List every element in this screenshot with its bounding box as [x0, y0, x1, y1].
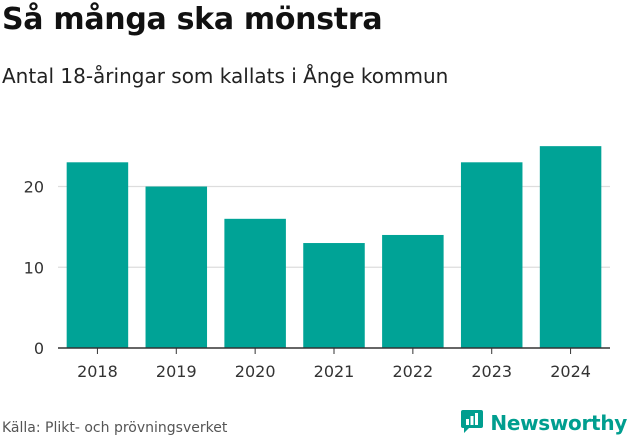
- brand-name: Newsworthy: [490, 411, 627, 435]
- chart-subtitle: Antal 18-åringar som kallats i Ånge komm…: [2, 64, 449, 88]
- y-tick-label: 0: [34, 339, 44, 358]
- x-tick-label: 2018: [77, 362, 118, 381]
- bar-chart: 0 10 20 2018 2019 2020 2021 2022 2023 2024: [24, 146, 610, 381]
- bar-2019: [145, 186, 208, 348]
- bar-2024: [539, 146, 602, 348]
- x-tick-label: 2024: [550, 362, 591, 381]
- source-note: Källa: Plikt- och prövningsverket: [2, 420, 228, 436]
- bar-2018: [66, 162, 129, 348]
- brand-logo: Newsworthy: [460, 408, 627, 438]
- bar-2022: [382, 234, 444, 348]
- bar-2021: [303, 243, 365, 348]
- y-tick-label: 20: [24, 178, 44, 197]
- bars: [66, 146, 602, 348]
- x-tick-label: 2021: [314, 362, 355, 381]
- bar-2020: [224, 218, 286, 348]
- x-tick-label: 2023: [471, 362, 512, 381]
- x-tick-label: 2020: [235, 362, 276, 381]
- axes: 0 10 20 2018 2019 2020 2021 2022 2023 2024: [24, 178, 610, 381]
- chart-title: Så många ska mönstra: [2, 2, 383, 37]
- x-tick-label: 2022: [392, 362, 433, 381]
- bar-2023: [460, 162, 523, 348]
- bar-chart-speech-bubble-icon: [460, 408, 484, 438]
- y-tick-label: 10: [24, 258, 44, 277]
- x-tick-label: 2019: [156, 362, 197, 381]
